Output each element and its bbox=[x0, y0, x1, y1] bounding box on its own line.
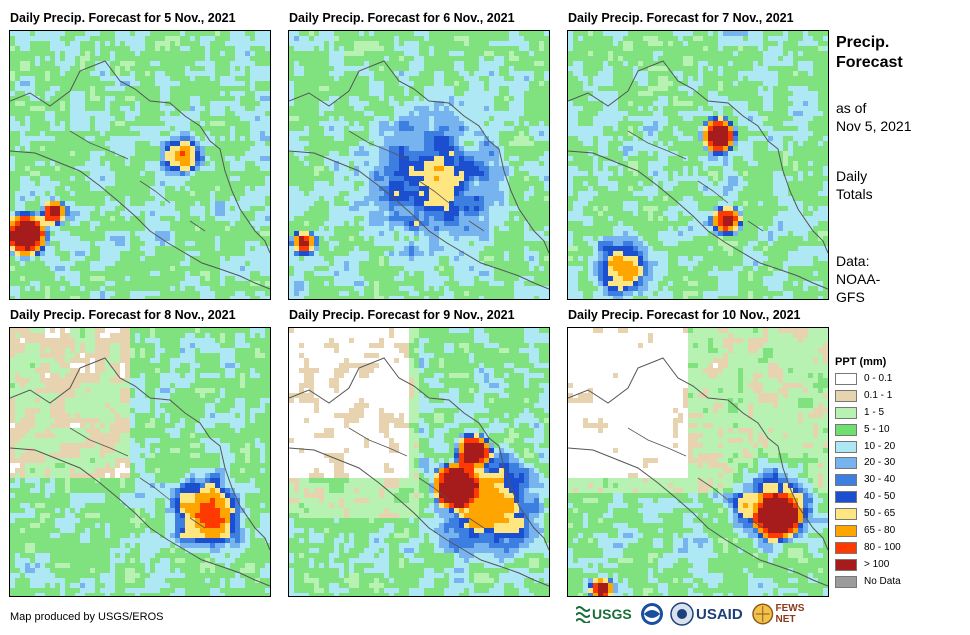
coastline bbox=[568, 60, 828, 290]
legend-item: 50 - 65 bbox=[835, 506, 895, 523]
legend-item: 65 - 80 bbox=[835, 523, 895, 540]
legend-swatch bbox=[835, 389, 857, 402]
usaid-seal-icon bbox=[670, 602, 694, 626]
precip-map-3 bbox=[567, 30, 829, 300]
precip-map-1 bbox=[9, 30, 271, 300]
legend-swatch bbox=[835, 491, 857, 504]
coastline bbox=[10, 357, 270, 587]
legend-swatch bbox=[835, 373, 857, 385]
forecast-title-line-1: Precip. bbox=[836, 34, 890, 51]
precip-map-5 bbox=[288, 327, 550, 597]
precip-legend: PPT (mm) 0 - 0.1 0.1 - 1 1 - 5 5 - 10 10 - 2… bbox=[835, 356, 901, 591]
legend-title: PPT (mm) bbox=[835, 356, 887, 368]
country-borders bbox=[627, 427, 764, 529]
country-borders bbox=[69, 130, 206, 232]
country-borders bbox=[627, 130, 764, 232]
legend-swatch bbox=[835, 423, 857, 436]
legend-item: 20 - 30 bbox=[835, 455, 895, 472]
coastline bbox=[289, 60, 549, 290]
legend-item: 40 - 50 bbox=[835, 489, 895, 506]
usgs-logo: USGS bbox=[576, 599, 634, 629]
legend-swatch bbox=[835, 508, 857, 521]
legend-item: 5 - 10 bbox=[835, 422, 890, 439]
legend-label: 80 - 100 bbox=[864, 541, 901, 553]
panel-title-4: Daily Precip. Forecast for 8 Nov., 2021 bbox=[10, 308, 236, 322]
panel-title-5: Daily Precip. Forecast for 9 Nov., 2021 bbox=[289, 308, 515, 322]
legend-swatch bbox=[835, 406, 857, 419]
usaid-seal bbox=[670, 599, 694, 629]
legend-item: 30 - 40 bbox=[835, 472, 895, 489]
legend-label: 20 - 30 bbox=[864, 457, 896, 469]
legend-swatch bbox=[835, 558, 857, 571]
usaid-logo: USAID bbox=[696, 599, 750, 629]
usgs-logo-text: USGS bbox=[592, 606, 632, 622]
legend-item: 0 - 0.1 bbox=[835, 371, 892, 388]
data-source-line-3: GFS bbox=[836, 289, 865, 305]
legend-label: 40 - 50 bbox=[864, 491, 896, 503]
partner-logos: USGS USAID FEWS NET bbox=[576, 599, 826, 629]
country-borders bbox=[69, 427, 206, 529]
legend-label: > 100 bbox=[864, 558, 890, 570]
panel-title-1: Daily Precip. Forecast for 5 Nov., 2021 bbox=[10, 11, 236, 25]
precip-map-6 bbox=[567, 327, 829, 597]
fews-net-logo-text: FEWS NET bbox=[775, 603, 805, 625]
as-of-date: as of Nov 5, 2021 bbox=[836, 99, 956, 135]
legend-swatch bbox=[835, 474, 857, 487]
precip-raster bbox=[289, 328, 549, 596]
legend-swatch bbox=[835, 525, 857, 538]
fews-net-logo: FEWS NET bbox=[752, 599, 826, 629]
panel-title-6: Daily Precip. Forecast for 10 Nov., 2021 bbox=[568, 308, 801, 322]
precip-map-4 bbox=[9, 327, 271, 597]
forecast-title: Precip. Forecast bbox=[836, 33, 946, 73]
legend-swatch bbox=[835, 575, 857, 588]
legend-item: 1 - 5 bbox=[835, 405, 886, 422]
as-of-value: Nov 5, 2021 bbox=[836, 118, 912, 134]
legend-label: 30 - 40 bbox=[864, 474, 896, 486]
precip-raster bbox=[568, 328, 828, 596]
legend-label: 0.1 - 1 bbox=[864, 389, 893, 401]
data-source: Data: NOAA- GFS bbox=[836, 252, 956, 306]
legend-label: 1 - 5 bbox=[864, 406, 885, 418]
daily-totals-note: Daily Totals bbox=[836, 167, 956, 203]
legend-item: > 100 bbox=[835, 557, 890, 574]
legend-label: No Data bbox=[864, 575, 901, 587]
legend-item: 10 - 20 bbox=[835, 439, 895, 456]
legend-swatch bbox=[835, 440, 857, 453]
country-borders bbox=[348, 427, 485, 529]
legend-label: 0 - 0.1 bbox=[864, 373, 893, 384]
coastline bbox=[10, 60, 270, 290]
legend-swatch bbox=[835, 541, 857, 554]
daily-totals-line-1: Daily bbox=[836, 168, 868, 184]
precip-map-2 bbox=[288, 30, 550, 300]
legend-item: No Data bbox=[835, 574, 901, 591]
country-borders bbox=[348, 130, 485, 232]
precip-raster bbox=[568, 31, 828, 299]
precip-raster bbox=[289, 31, 549, 299]
daily-totals-line-2: Totals bbox=[836, 186, 873, 202]
panel-title-3: Daily Precip. Forecast for 7 Nov., 2021 bbox=[568, 11, 794, 25]
data-source-line-1: Data: bbox=[836, 253, 870, 269]
legend-label: 10 - 20 bbox=[864, 440, 896, 452]
legend-label: 50 - 65 bbox=[864, 508, 896, 520]
legend-item: 0.1 - 1 bbox=[835, 388, 892, 405]
noaa-emblem-icon bbox=[641, 603, 663, 625]
panel-title-2: Daily Precip. Forecast for 6 Nov., 2021 bbox=[289, 11, 515, 25]
forecast-title-line-2: Forecast bbox=[836, 54, 903, 71]
legend-swatch bbox=[835, 457, 857, 470]
legend-label: 65 - 80 bbox=[864, 525, 896, 537]
coastline bbox=[568, 357, 828, 587]
legend-label: 5 - 10 bbox=[864, 423, 890, 435]
precip-raster bbox=[10, 328, 270, 596]
as-of-label: as of bbox=[836, 100, 867, 116]
data-source-line-2: NOAA- bbox=[836, 271, 881, 287]
legend-item: 80 - 100 bbox=[835, 540, 901, 557]
usaid-logo-text: USAID bbox=[696, 605, 743, 623]
precip-raster bbox=[10, 31, 270, 299]
fews-net-globe-icon bbox=[752, 603, 774, 625]
coastline bbox=[289, 357, 549, 587]
noaa-logo bbox=[640, 599, 666, 629]
map-credit: Map produced by USGS/EROS bbox=[10, 611, 164, 623]
usgs-wave-icon bbox=[576, 606, 590, 623]
